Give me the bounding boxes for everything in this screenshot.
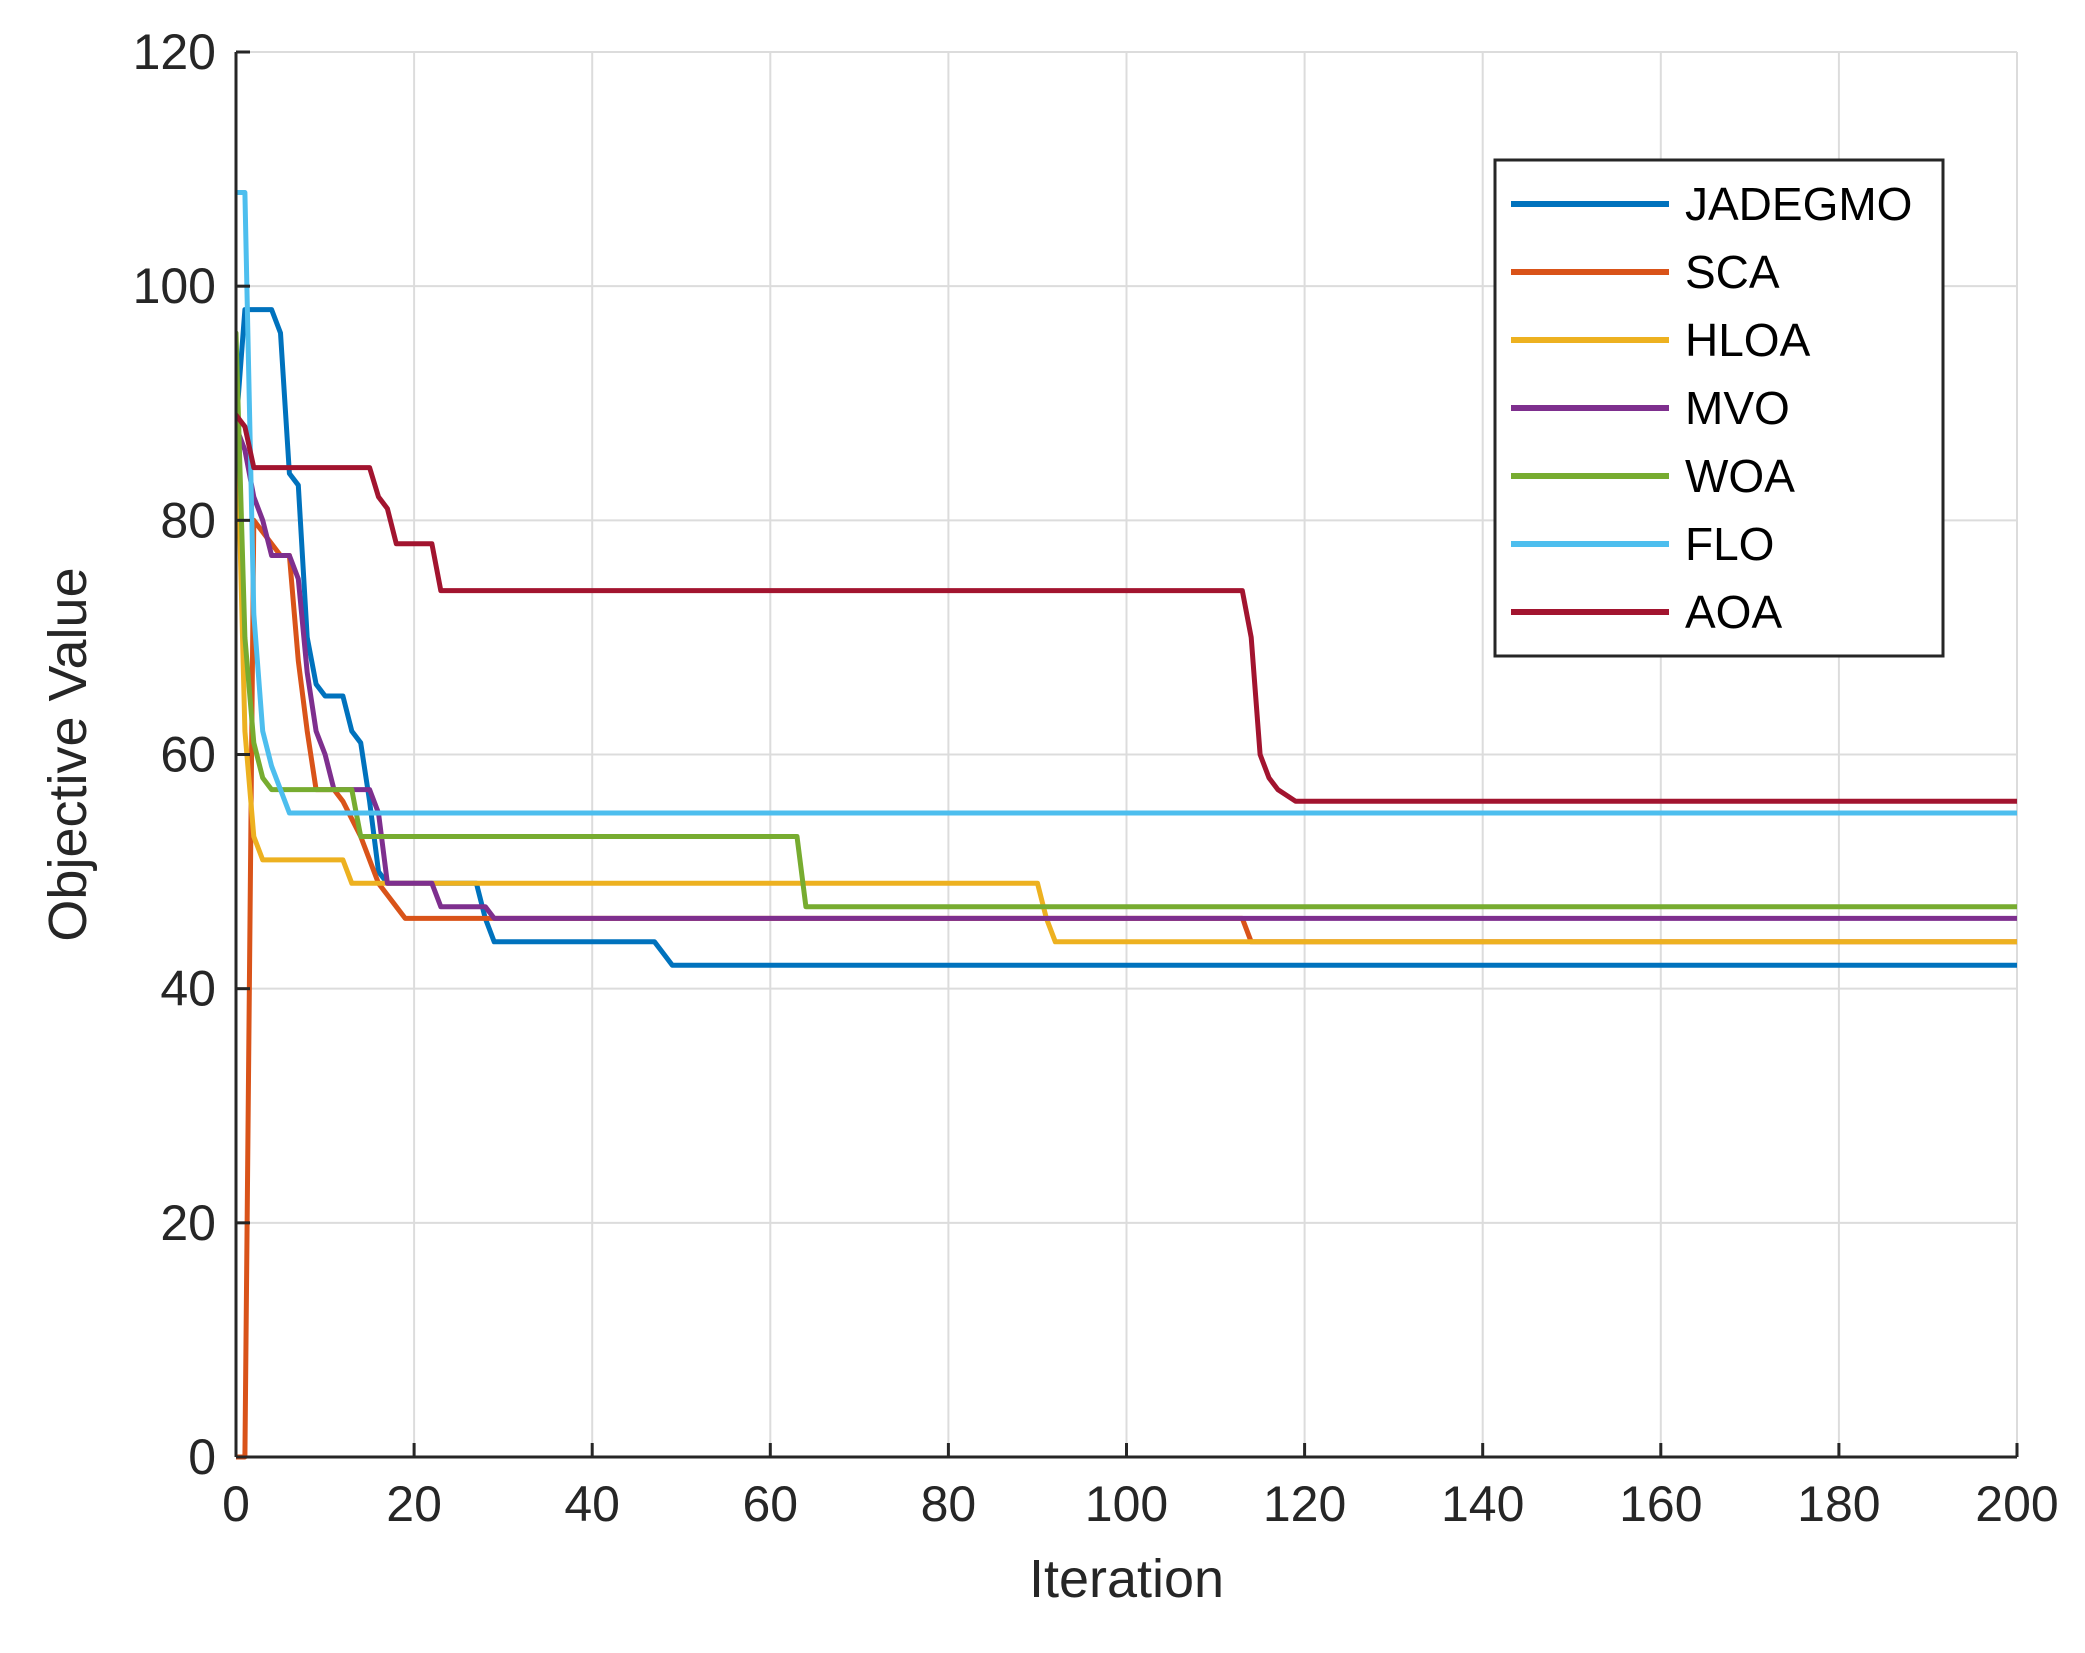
legend-label-mvo: MVO [1685,382,1790,434]
series-line-aoa [236,412,2017,804]
axes [234,50,2019,1459]
x-axis-title: Iteration [1029,1549,1224,1609]
x-tick-label: 20 [386,1476,442,1532]
series-line-jadegmo [236,307,2017,968]
series-lines [236,190,2017,1460]
y-tick-label: 20 [160,1195,216,1251]
y-tick-label: 100 [133,258,216,314]
series-line-mvo [236,424,2017,921]
y-tick-label: 120 [133,24,216,80]
x-tick-label: 160 [1619,1476,1702,1532]
legend-label-sca: SCA [1685,246,1780,298]
legend: JADEGMO SCA HLOA MVO WOA FLO AOA [1493,158,1945,658]
series-line-flo [236,190,2017,816]
legend-label-jadegmo: JADEGMO [1685,178,1912,230]
y-tick-label: 0 [188,1429,216,1485]
series-line-woa [236,330,2017,910]
x-tick-label: 120 [1263,1476,1346,1532]
series-line-hloa [236,377,2017,945]
x-tick-label: 140 [1441,1476,1524,1532]
y-axis-title: Objective Value [38,567,98,941]
legend-label-hloa: HLOA [1685,314,1811,366]
y-tick-label: 40 [160,961,216,1017]
x-tick-label: 60 [742,1476,798,1532]
x-tick-label: 0 [222,1476,250,1532]
y-tick-label: 80 [160,492,216,548]
x-tick-label: 100 [1085,1476,1168,1532]
x-tick-label: 180 [1797,1476,1880,1532]
legend-label-flo: FLO [1685,518,1774,570]
legend-label-woa: WOA [1685,450,1795,502]
tick-labels: 0 20 40 60 80 100 120 140 160 180 200 0 20 40 60 80 100 1… [133,24,2059,1532]
legend-label-aoa: AOA [1685,586,1782,638]
x-tick-label: 80 [921,1476,977,1532]
x-tick-label: 40 [564,1476,620,1532]
x-tick-label: 200 [1975,1476,2058,1532]
y-tick-label: 60 [160,727,216,783]
